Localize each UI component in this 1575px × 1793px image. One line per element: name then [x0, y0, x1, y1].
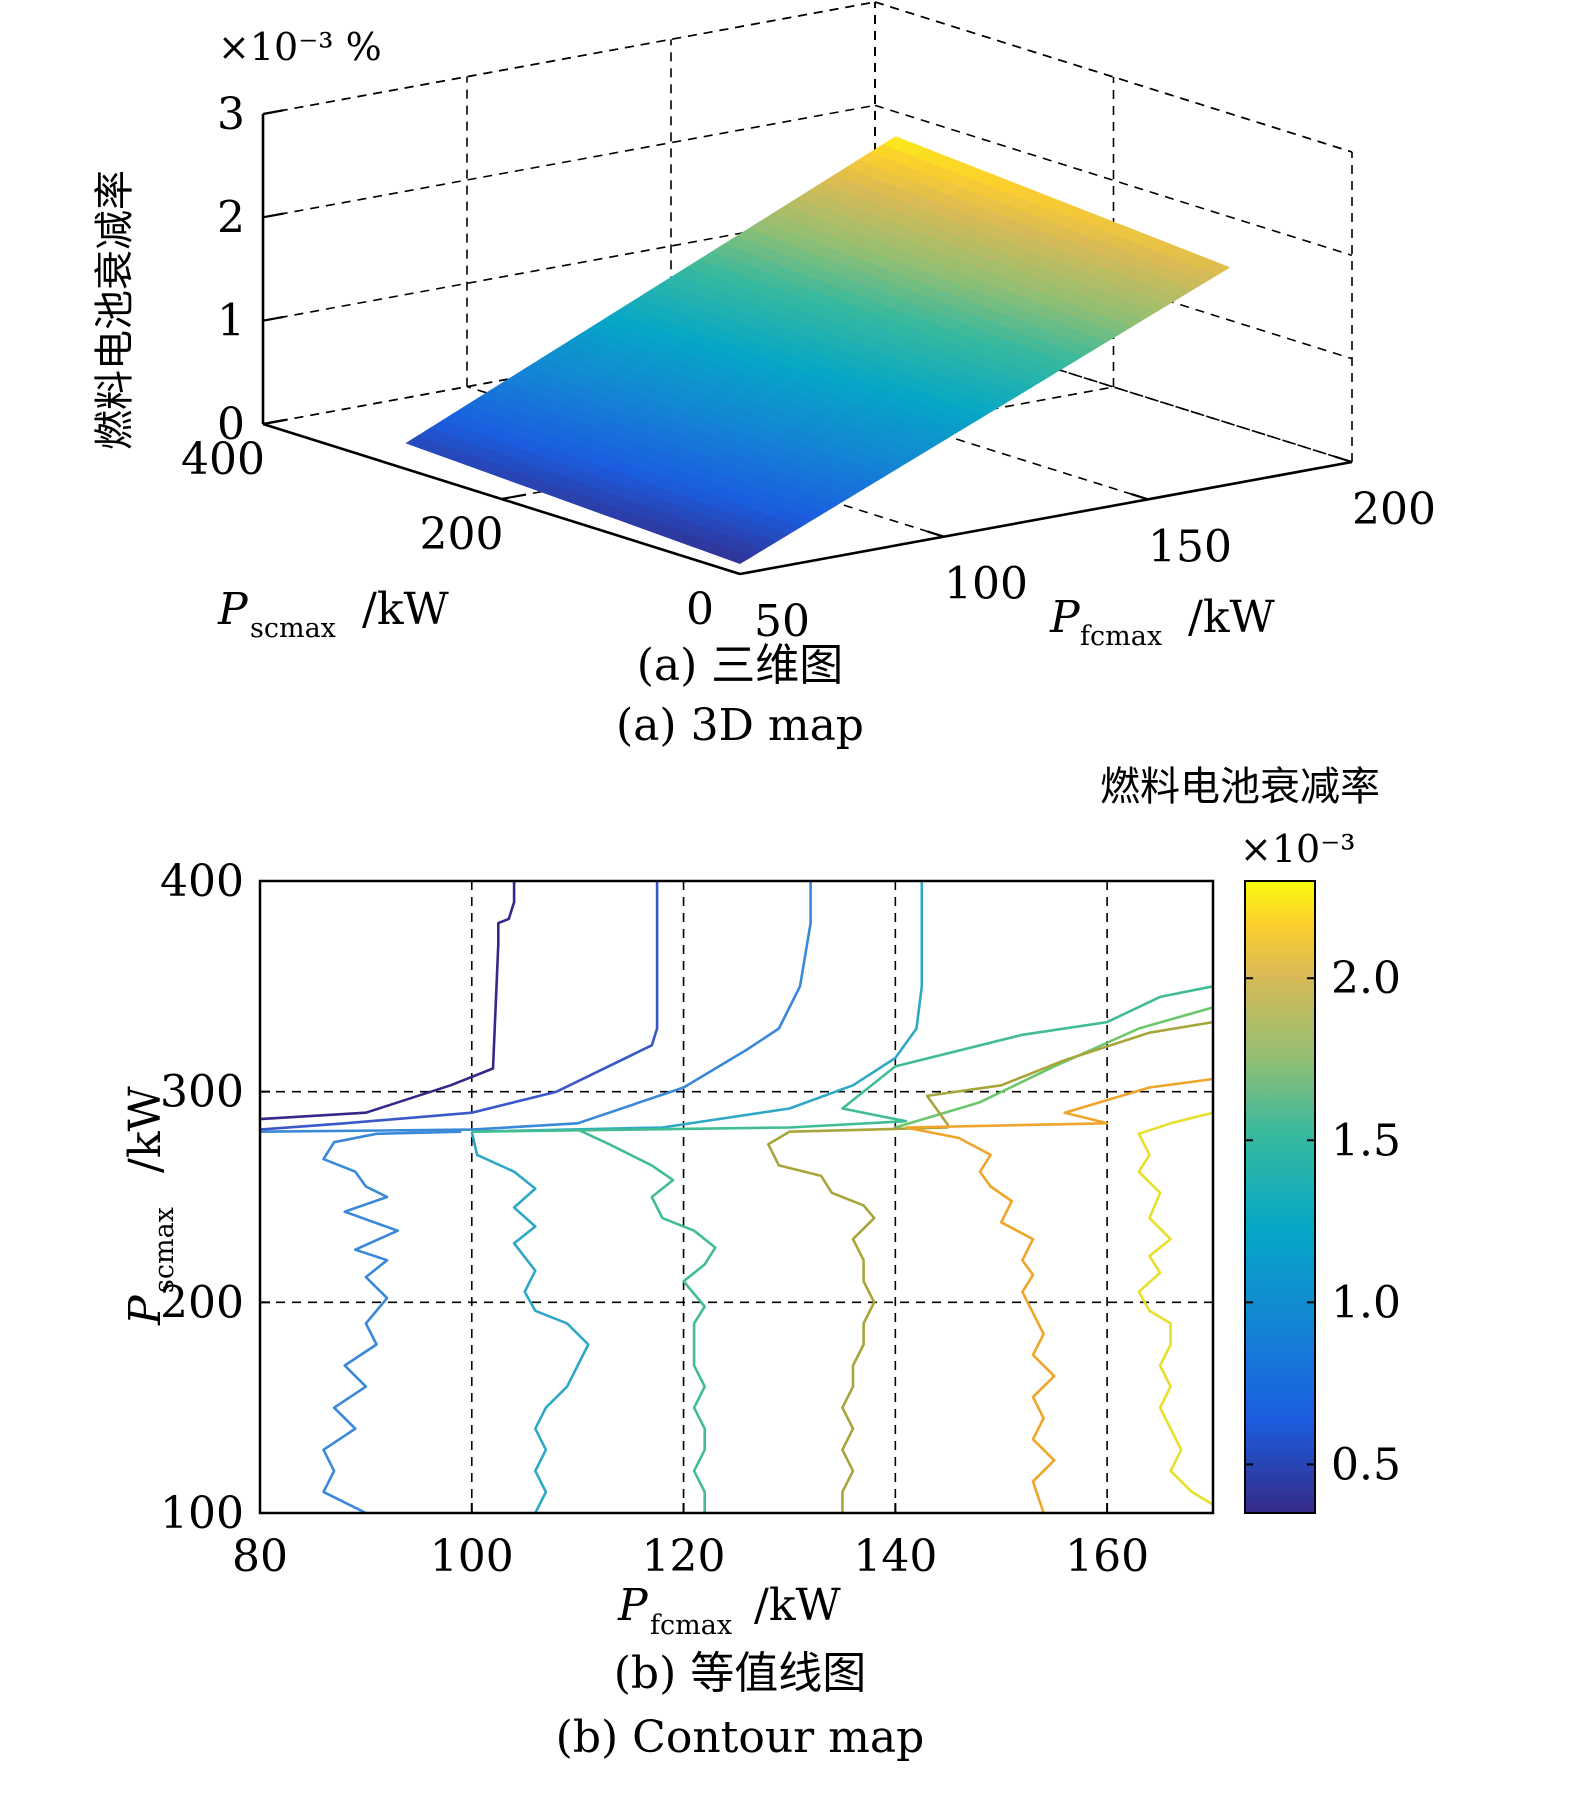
- x-tick-label: 150: [1148, 521, 1232, 572]
- surface-3d-z-axis-label: 燃料电池衰减率: [92, 170, 138, 450]
- contour-line: [471, 881, 924, 1133]
- y-axis-label-sub: scmax: [250, 613, 336, 644]
- colorbar: 0.5 1.0 1.5 2.0 燃料电池衰减率 ×10⁻³: [1100, 764, 1401, 1514]
- x-tick-label: 100: [944, 559, 1028, 610]
- contour-plot-area: [260, 881, 1213, 1513]
- y-tick: [501, 493, 527, 501]
- x-axis-label-unit: /kW: [754, 1580, 841, 1631]
- contour-line: [1137, 1111, 1214, 1506]
- colorbar-gradient: [1244, 880, 1316, 1514]
- y-tick-label: 100: [160, 1488, 244, 1539]
- y-tick-label: 0: [686, 584, 714, 635]
- x-axis-label-main: P: [1049, 592, 1081, 643]
- x-tick: [1130, 493, 1149, 501]
- contour-line: [470, 1131, 590, 1514]
- surface-3d-y-axis-label: P scmax /kW: [217, 584, 449, 644]
- contour-y-ticks: 100 200 300 400: [160, 856, 270, 1539]
- gridline-top-right: [874, 1, 1353, 153]
- contour-line: [894, 1006, 1214, 1129]
- caption-a-cn: (a) 三维图: [637, 640, 844, 691]
- caption-b-en: (b) Contour map: [556, 1712, 925, 1763]
- colorbar-ticks: 0.5 1.0 1.5 2.0: [1245, 953, 1401, 1490]
- y-axis-label-main: P: [217, 584, 249, 635]
- x-tick: [722, 567, 741, 576]
- y-axis-label-unit: /kW: [120, 1086, 171, 1173]
- x-tick-label: 160: [1065, 1531, 1149, 1582]
- z-tick-label: 0: [217, 399, 245, 450]
- contour-line: [767, 1126, 949, 1513]
- x-tick: [1334, 455, 1353, 464]
- caption-a-en: (a) 3D map: [616, 700, 864, 751]
- surface-3d-z-unit: ×10⁻³ %: [218, 25, 382, 69]
- x-tick-label: 50: [754, 596, 810, 647]
- y-tick: [739, 568, 765, 576]
- colorbar-tick-label: 1.5: [1331, 1115, 1401, 1166]
- contour-line: [259, 881, 659, 1131]
- surface-cell: [1201, 261, 1231, 276]
- x-tick-label: 200: [1352, 484, 1436, 535]
- contour-line: [577, 1128, 717, 1513]
- colorbar-tick-label: 0.5: [1331, 1439, 1401, 1490]
- z-tick-label: 2: [217, 192, 245, 243]
- contour-line: [905, 1077, 1214, 1129]
- y-tick-label: 200: [160, 1277, 244, 1328]
- x-tick-label: 140: [853, 1531, 937, 1582]
- colorbar-title: 燃料电池衰减率: [1100, 764, 1380, 810]
- gridline-z-backwall-right: [874, 104, 1353, 257]
- colorbar-tick-label: 2.0: [1331, 953, 1401, 1004]
- z-tick: [262, 212, 284, 219]
- x-axis-line: [739, 460, 1353, 576]
- surface-3d-mesh: [405, 136, 1231, 564]
- surface-3d-x-axis-label: P fcmax /kW: [1049, 592, 1275, 652]
- x-tick-label: 100: [430, 1531, 514, 1582]
- y-axis-label-main: P: [120, 1294, 171, 1326]
- contour-line: [259, 881, 516, 1121]
- contour-line: [322, 1130, 462, 1515]
- caption-b-cn: (b) 等值线图: [614, 1648, 866, 1699]
- y-axis-label-unit: /kW: [362, 584, 449, 635]
- contour-line: [925, 1020, 1214, 1127]
- contour-x-ticks: 80 100 120 140 160: [232, 1503, 1149, 1582]
- y-tick-label: 300: [160, 1067, 244, 1118]
- y-tick-label: 400: [160, 856, 244, 907]
- x-tick: [926, 530, 945, 538]
- contour-x-axis-label: P fcmax /kW: [617, 1580, 841, 1641]
- gridline-z-backwall-left: [262, 104, 876, 219]
- contour-plot-frame: [258, 879, 1215, 1515]
- z-tick: [262, 419, 284, 426]
- x-tick-label: 80: [232, 1531, 288, 1582]
- contour-lines: [259, 881, 1214, 1515]
- z-tick-label: 1: [217, 296, 245, 347]
- y-tick-label: 200: [420, 509, 504, 560]
- colorbar-scale: ×10⁻³: [1240, 827, 1355, 871]
- z-tick: [262, 109, 284, 116]
- z-tick-label: 3: [217, 89, 245, 140]
- x-axis-label-sub: fcmax: [650, 1610, 732, 1641]
- z-tick: [262, 315, 284, 322]
- contour-line: [259, 881, 812, 1133]
- x-axis-label-unit: /kW: [1188, 592, 1275, 643]
- x-axis-label-sub: fcmax: [1080, 621, 1162, 652]
- colorbar-tick-label: 1.0: [1331, 1277, 1401, 1328]
- y-axis-label-sub: scmax: [149, 1207, 180, 1293]
- x-axis-label-main: P: [617, 1580, 649, 1631]
- contour-line: [471, 985, 1214, 1133]
- gridline-top-back: [262, 1, 876, 115]
- contour-line: [905, 1126, 1056, 1514]
- y-tick-label: 400: [181, 434, 265, 485]
- x-tick-label: 120: [642, 1531, 726, 1582]
- contour-y-axis-label: P scmax /kW: [120, 1086, 180, 1326]
